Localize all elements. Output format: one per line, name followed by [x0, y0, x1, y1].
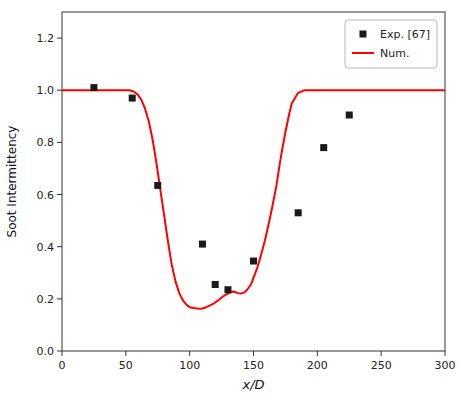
- x-tick-label: 200: [307, 359, 328, 372]
- x-tick-label: 100: [179, 359, 200, 372]
- y-tick-label: 1.2: [37, 32, 55, 45]
- point: [250, 258, 257, 265]
- point: [320, 144, 327, 151]
- x-tick: [62, 351, 63, 356]
- legend-label: Exp. [67]: [380, 28, 430, 41]
- point: [295, 209, 302, 216]
- point: [212, 281, 219, 288]
- y-tick: [57, 298, 62, 299]
- point: [346, 112, 353, 119]
- legend-label: Num.: [380, 47, 409, 60]
- y-tick-label: 0.8: [37, 136, 55, 149]
- legend-symbol: [359, 31, 366, 38]
- x-tick: [317, 351, 318, 356]
- y-tick: [57, 90, 62, 91]
- x-tick-label: 50: [119, 359, 133, 372]
- x-tick-label: 300: [435, 359, 456, 372]
- y-tick-label: 0.4: [37, 241, 55, 254]
- legend-symbol: [352, 52, 374, 54]
- point: [199, 241, 206, 248]
- y-tick: [57, 246, 62, 247]
- x-tick: [253, 351, 254, 356]
- x-tick: [381, 351, 382, 356]
- point: [224, 286, 231, 293]
- legend-box: [345, 20, 437, 68]
- point: [129, 95, 136, 102]
- legend: Exp. [67] Num.: [345, 20, 437, 68]
- x-tick-label: 150: [243, 359, 264, 372]
- x-tick-label: 250: [371, 359, 392, 372]
- y-tick: [57, 38, 62, 39]
- point: [90, 84, 97, 91]
- chart: 0 50 100 150 200 250 300 0.0 0.2 0.4 0.6 0.8 1.0 1.2 x…: [0, 0, 459, 399]
- x-tick: [189, 351, 190, 356]
- plot-frame: [62, 12, 445, 351]
- line: [62, 90, 445, 309]
- x-tick: [445, 351, 446, 356]
- y-tick-label: 0.0: [37, 345, 55, 358]
- axes: 0 50 100 150 200 250 300 0.0 0.2 0.4 0.6 0.8 1.0 1.2: [37, 32, 456, 372]
- y-tick-label: 0.2: [37, 293, 55, 306]
- x-axis-label: x/D: [241, 377, 264, 392]
- point: [154, 182, 161, 189]
- y-tick-label: 0.6: [37, 189, 55, 202]
- y-tick-label: 1.0: [37, 84, 55, 97]
- x-tick-label: 0: [59, 359, 66, 372]
- y-tick: [57, 194, 62, 195]
- scatter-points: [90, 84, 352, 293]
- y-tick: [57, 351, 62, 352]
- y-axis-label: Soot Intermittency: [5, 126, 19, 238]
- y-tick: [57, 142, 62, 143]
- plot-area: [62, 84, 445, 309]
- x-tick: [125, 351, 126, 356]
